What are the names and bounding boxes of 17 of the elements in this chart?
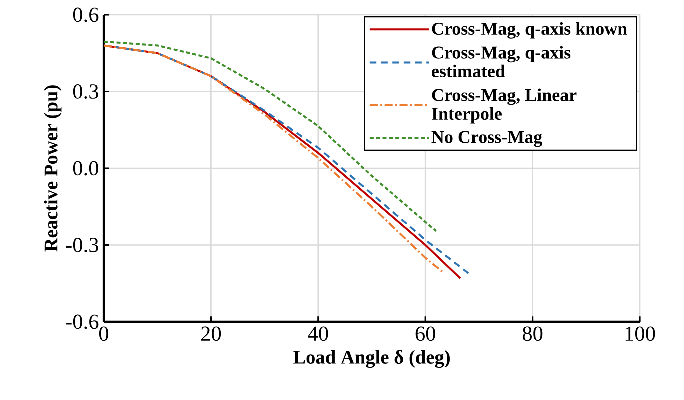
x-tick-label: 80	[522, 326, 543, 342]
legend-label: Cross-Mag, q-axis known	[432, 22, 628, 39]
x-tick-label: 60	[416, 326, 436, 342]
x-tick-label: 40	[308, 326, 328, 342]
x-tick-label: 20	[201, 326, 222, 342]
y-tick-label: 0.3	[73, 84, 98, 99]
y-axis-title: Reactive Power (pu)	[44, 86, 62, 252]
y-tick-label: -0.6	[66, 314, 99, 330]
y-tick-label: -0.3	[66, 238, 98, 252]
legend-label: No Cross-Mag	[432, 131, 542, 148]
legend-label: Cross-Mag, q-axis estimated	[432, 46, 571, 78]
legend-label: Cross-Mag, Linear Interpole	[432, 88, 577, 124]
x-axis-title: Load Angle δ (deg)	[293, 350, 450, 368]
x-tick-label: 0	[99, 326, 109, 342]
y-tick-label: 0.0	[73, 161, 98, 176]
x-tick-label: 100	[626, 326, 656, 342]
y-tick-label: 0.6	[73, 8, 99, 22]
